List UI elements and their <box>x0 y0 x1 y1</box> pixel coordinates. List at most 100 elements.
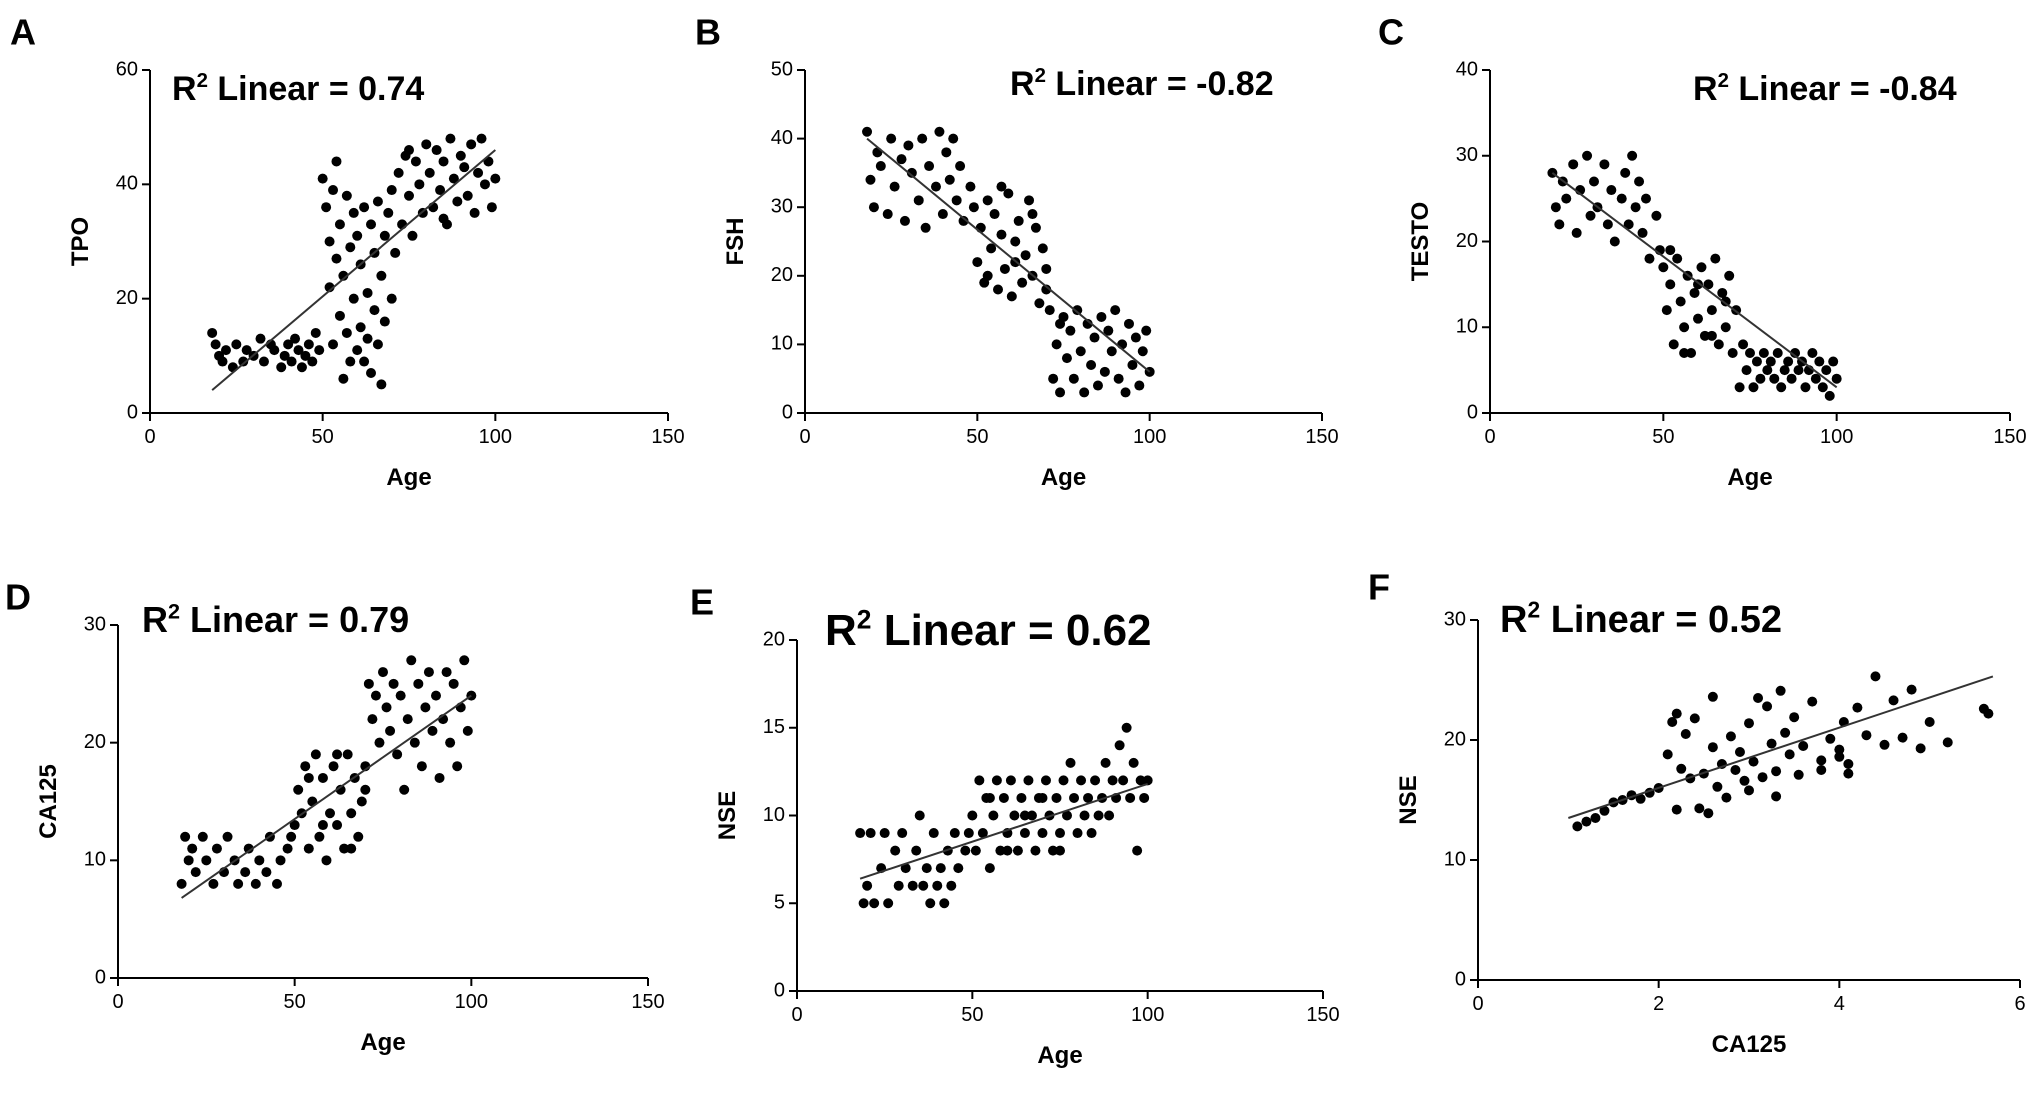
y-axis-label-f: NSE <box>1395 775 1422 824</box>
x-tick-label: 100 <box>1820 426 1853 448</box>
data-point <box>1769 373 1780 384</box>
data-point <box>1104 810 1115 821</box>
data-point <box>917 133 928 144</box>
data-point <box>1679 347 1690 358</box>
x-tick-label: 100 <box>1133 426 1166 448</box>
y-tick-label: 60 <box>116 58 138 80</box>
data-point <box>1983 708 1994 719</box>
fit-line-c <box>1551 172 1838 389</box>
data-point <box>1003 188 1014 199</box>
data-point <box>448 173 459 184</box>
data-point <box>965 181 976 192</box>
data-point <box>1002 845 1013 856</box>
fit-line-d <box>181 694 472 899</box>
data-point <box>1017 277 1028 288</box>
data-point <box>1762 365 1773 376</box>
data-point <box>1599 159 1610 170</box>
data-point <box>906 167 917 178</box>
data-point <box>356 796 367 807</box>
data-point <box>300 761 311 772</box>
data-point <box>1019 810 1030 821</box>
data-point <box>303 772 314 783</box>
data-point <box>934 126 945 137</box>
data-point <box>1699 330 1710 341</box>
data-point <box>459 655 470 666</box>
data-point <box>310 749 321 760</box>
data-point <box>970 845 981 856</box>
data-point <box>421 139 432 150</box>
data-point <box>353 831 364 842</box>
data-point <box>338 270 349 281</box>
data-point <box>1606 185 1617 196</box>
data-point <box>345 242 356 253</box>
data-point <box>402 714 413 725</box>
data-point <box>1635 793 1646 804</box>
data-point <box>982 195 993 206</box>
data-point <box>991 775 1002 786</box>
data-point <box>1120 387 1131 398</box>
data-point <box>341 327 352 338</box>
data-point <box>1671 708 1682 719</box>
data-point <box>462 190 473 201</box>
data-point <box>1757 772 1768 783</box>
data-point <box>372 339 383 350</box>
panel-letter-b: B <box>695 12 721 53</box>
data-point <box>345 356 356 367</box>
data-point <box>1030 845 1041 856</box>
data-point <box>1784 749 1795 760</box>
data-point <box>1843 768 1854 779</box>
data-point <box>989 209 1000 220</box>
data-point <box>1069 792 1080 803</box>
data-point <box>452 761 463 772</box>
data-point <box>324 236 335 247</box>
data-point <box>939 898 950 909</box>
y-tick-label: 15 <box>763 716 785 738</box>
data-point <box>370 690 381 701</box>
data-point <box>376 270 387 281</box>
data-point <box>988 810 999 821</box>
data-point <box>928 828 939 839</box>
data-point <box>935 863 946 874</box>
data-point <box>362 333 373 344</box>
data-point <box>955 161 966 172</box>
data-point <box>914 810 925 821</box>
data-point <box>1744 718 1754 729</box>
data-point <box>1772 347 1783 358</box>
data-point <box>1065 757 1076 768</box>
data-point <box>452 196 463 207</box>
r2-annotation-d: R2 Linear = 0.79 <box>142 598 409 640</box>
data-point <box>1020 250 1031 261</box>
data-point <box>1106 346 1117 357</box>
data-point <box>348 293 359 304</box>
data-point <box>269 345 280 356</box>
data-point <box>1665 245 1676 256</box>
data-point <box>1721 792 1732 803</box>
data-point <box>445 737 456 748</box>
data-point <box>254 855 265 866</box>
data-point <box>1585 210 1596 221</box>
data-point <box>1010 236 1021 247</box>
data-point <box>1079 810 1090 821</box>
data-point <box>996 229 1007 240</box>
data-point <box>1814 356 1825 367</box>
data-point <box>362 287 373 298</box>
data-point <box>201 855 212 866</box>
data-point <box>187 843 198 854</box>
data-point <box>279 350 290 361</box>
data-point <box>1766 738 1777 749</box>
data-point <box>1068 373 1079 384</box>
data-point <box>360 784 371 795</box>
data-point <box>1086 828 1097 839</box>
x-tick-label: 100 <box>1131 1004 1164 1026</box>
data-point <box>995 845 1006 856</box>
data-point <box>1694 803 1705 814</box>
data-point <box>1630 202 1641 213</box>
data-point <box>1141 325 1152 336</box>
data-point <box>286 356 297 367</box>
data-point <box>338 373 349 384</box>
data-point <box>1572 821 1583 832</box>
y-axis-label-c: TESTO <box>1407 202 1434 282</box>
data-point <box>1771 766 1782 777</box>
data-point <box>293 345 304 356</box>
data-point <box>1581 816 1592 827</box>
